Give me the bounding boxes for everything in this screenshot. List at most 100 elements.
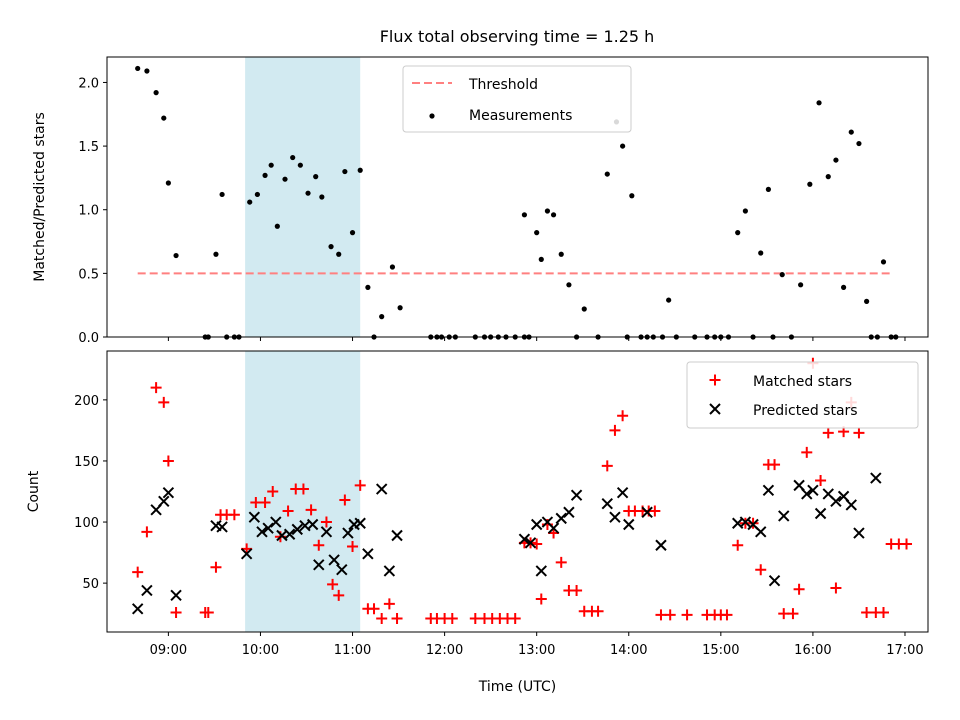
top-legend-box xyxy=(402,65,632,133)
matched-star-point-49 xyxy=(555,556,567,568)
predicted-star-point-15 xyxy=(291,523,303,536)
bottom-x-ticks: 09:00 10:00 11:00 12:00 13:00 14:00 15:00 16:00… xyxy=(150,632,924,658)
predicted-star-point-10 xyxy=(256,526,268,538)
predicted-star-point-22 xyxy=(342,527,354,539)
top-observing-window-shade xyxy=(245,57,361,337)
measurement-point-32 xyxy=(389,264,396,270)
predicted-star-point-48 xyxy=(762,484,775,496)
measurement-point-84 xyxy=(825,174,831,180)
measurement-point-31 xyxy=(379,314,385,320)
matched-star-point-26 xyxy=(347,540,359,552)
predicted-star-point-18 xyxy=(313,559,325,571)
matched-star-point-83 xyxy=(830,582,842,594)
matched-star-point-2 xyxy=(150,382,162,394)
measurement-point-57 xyxy=(604,171,610,177)
bottom-y-tick-label-2: 150 xyxy=(74,455,99,470)
measurement-point-24 xyxy=(328,244,334,250)
bottom-y-tick-label-0: 50 xyxy=(82,577,99,592)
bottom-plot-frame xyxy=(106,350,929,633)
legend-predicted-swatch xyxy=(709,403,721,415)
matched-star-point-22 xyxy=(320,516,332,528)
predicted-star-point-60 xyxy=(870,472,882,484)
measurement-point-49 xyxy=(538,256,544,262)
measurement-point-26 xyxy=(342,168,348,175)
matched-star-point-14 xyxy=(259,496,271,508)
measurement-point-46 xyxy=(521,212,528,218)
matched-star-point-55 xyxy=(601,460,613,472)
measurement-point-88 xyxy=(856,140,862,147)
matched-star-point-19 xyxy=(297,483,309,495)
measurement-point-55 xyxy=(581,306,587,312)
matched-star-point-92 xyxy=(901,538,913,550)
matched-star-point-1 xyxy=(141,526,153,538)
x-axis-label: Time (UTC) xyxy=(478,679,556,695)
matched-star-point-0 xyxy=(132,566,144,578)
predicted-star-point-36 xyxy=(563,506,575,518)
measurement-point-53 xyxy=(566,282,572,288)
predicted-star-point-27 xyxy=(383,565,396,577)
matched-star-point-70 xyxy=(732,539,744,551)
matched-star-point-46 xyxy=(535,593,547,605)
predicted-stars-points xyxy=(131,472,882,615)
predicted-star-point-49 xyxy=(768,574,781,587)
measurement-point-79 xyxy=(779,272,785,278)
measurement-point-92 xyxy=(880,259,887,265)
matched-star-point-4 xyxy=(162,455,174,467)
predicted-star-point-24 xyxy=(354,517,366,529)
x-tick-label-8: 17:00 xyxy=(886,643,923,658)
matched-star-point-64 xyxy=(664,609,676,621)
predicted-star-point-21 xyxy=(336,563,348,576)
bottom-y-ticks: 50 100 150 200 xyxy=(74,394,107,592)
measurement-point-52 xyxy=(558,251,564,257)
measurement-point-51 xyxy=(550,212,557,218)
measurement-point-21 xyxy=(305,190,311,196)
measurement-point-73 xyxy=(735,230,741,236)
measurement-point-28 xyxy=(357,167,363,173)
measurement-point-29 xyxy=(365,284,371,290)
measurement-point-19 xyxy=(290,154,296,161)
matched-star-point-3 xyxy=(158,396,170,408)
measurement-point-22 xyxy=(313,174,319,180)
predicted-star-point-41 xyxy=(623,518,635,531)
measurement-point-85 xyxy=(833,157,839,163)
matched-star-point-65 xyxy=(681,609,693,621)
matched-star-point-56 xyxy=(609,424,621,436)
top-y-tick-label-1: 0.5 xyxy=(78,267,99,282)
measurement-point-2 xyxy=(153,90,159,96)
legend-measurements-swatch xyxy=(429,113,435,119)
measurement-point-17 xyxy=(274,223,280,229)
matched-stars-points xyxy=(132,357,913,625)
measurement-point-87 xyxy=(848,129,854,135)
matched-star-point-32 xyxy=(391,613,403,625)
predicted-star-point-20 xyxy=(328,554,340,566)
matched-star-point-42 xyxy=(509,613,521,625)
predicted-star-point-8 xyxy=(240,548,253,560)
x-tick-label-7: 16:00 xyxy=(794,643,831,658)
top-y-tick-label-0: 0.0 xyxy=(78,331,99,346)
x-tick-label-2: 11:00 xyxy=(334,643,371,658)
predicted-star-point-25 xyxy=(362,548,374,560)
matched-star-point-75 xyxy=(769,459,781,471)
matched-star-point-31 xyxy=(383,598,395,610)
matched-star-point-37 xyxy=(469,613,481,625)
predicted-star-point-31 xyxy=(530,518,543,531)
measurement-point-18 xyxy=(282,176,288,182)
predicted-star-point-38 xyxy=(601,498,613,510)
predicted-star-point-5 xyxy=(170,589,182,602)
predicted-star-point-53 xyxy=(807,484,819,496)
legend-matched-swatch xyxy=(709,374,721,386)
measurement-point-83 xyxy=(816,100,822,106)
measurement-point-8 xyxy=(213,251,219,257)
matched-star-point-7 xyxy=(202,606,214,618)
predicted-star-point-28 xyxy=(391,529,403,542)
top-y-ticks: 0.0 0.5 1.0 1.5 2.0 xyxy=(78,76,107,346)
predicted-star-point-11 xyxy=(262,522,274,534)
matched-star-point-81 xyxy=(815,475,827,487)
predicted-star-point-0 xyxy=(131,603,144,615)
x-tick-label-4: 13:00 xyxy=(518,643,555,658)
measurement-point-15 xyxy=(262,172,268,178)
matched-star-point-11 xyxy=(228,509,240,521)
measurement-point-76 xyxy=(758,250,764,256)
matched-star-point-78 xyxy=(793,583,805,595)
